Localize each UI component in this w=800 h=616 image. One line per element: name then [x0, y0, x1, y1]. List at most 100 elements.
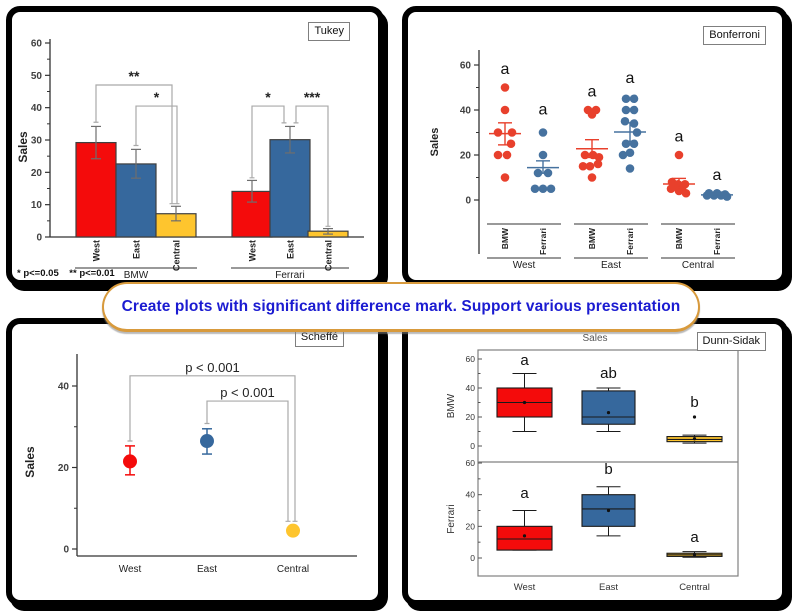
- dots-west-ferrari: a: [527, 102, 559, 194]
- svg-text:0: 0: [470, 553, 475, 563]
- dot-group-east: a BMW a Ferrari East: [574, 70, 648, 271]
- svg-text:BMW: BMW: [446, 393, 457, 418]
- svg-text:b: b: [604, 461, 612, 478]
- bar-ferrari-east: [269, 125, 311, 238]
- bonferroni-title-box: Bonferroni: [703, 26, 766, 45]
- bar-bmw-central: [155, 205, 197, 238]
- svg-text:Central: Central: [682, 260, 714, 271]
- bar-ferrari-west: [231, 179, 273, 238]
- svg-text:*: *: [154, 89, 160, 105]
- panel-dunn-sidak: Sales 0 20 40 60 BMW a ab b 0 20 40 60 Ferrari a b a Wes…: [402, 318, 788, 606]
- svg-text:a: a: [713, 167, 722, 184]
- svg-text:Central: Central: [277, 564, 309, 575]
- dots-central-ferrari: a: [701, 167, 733, 201]
- dots-west-bmw: a: [489, 61, 521, 182]
- significance-bracket: *: [249, 89, 287, 179]
- box-bmw-west: a: [496, 352, 553, 432]
- box-ferrari-central: a: [666, 529, 723, 558]
- mean-point-west: [123, 445, 137, 476]
- svg-text:a: a: [520, 485, 529, 502]
- panel-tukey: 0 10 20 30 40 50 60 Sales West East Central BMW West…: [6, 6, 384, 286]
- svg-text:BMW: BMW: [124, 270, 149, 280]
- svg-text:***: ***: [304, 89, 321, 105]
- scheffe-title-box: Scheffé: [294, 328, 344, 347]
- significance-bracket: p < 0.001: [127, 360, 298, 522]
- svg-text:Ferrari: Ferrari: [538, 228, 548, 255]
- svg-text:a: a: [501, 61, 510, 78]
- svg-text:East: East: [197, 564, 217, 575]
- dunn-sidak-suptitle: Sales: [582, 333, 608, 344]
- svg-text:p < 0.001: p < 0.001: [220, 385, 275, 400]
- svg-text:0: 0: [470, 441, 475, 451]
- svg-text:0: 0: [465, 196, 471, 207]
- svg-text:West: West: [248, 240, 258, 261]
- svg-text:50: 50: [31, 71, 43, 82]
- svg-text:60: 60: [466, 354, 476, 364]
- svg-text:East: East: [599, 582, 618, 593]
- svg-text:BMW: BMW: [587, 227, 597, 249]
- svg-text:a: a: [539, 102, 548, 119]
- svg-text:0: 0: [63, 545, 69, 556]
- svg-text:Sales: Sales: [23, 446, 37, 478]
- svg-text:East: East: [132, 240, 142, 259]
- bar-ferrari-central: [307, 227, 349, 238]
- svg-text:ab: ab: [600, 365, 617, 382]
- box-subpanel-bmw: 0 20 40 60 BMW a ab b: [446, 352, 723, 451]
- svg-text:20: 20: [31, 168, 43, 179]
- svg-text:20: 20: [58, 463, 70, 474]
- svg-text:p < 0.001: p < 0.001: [185, 360, 240, 375]
- box-bmw-east: ab: [581, 365, 636, 432]
- tukey-title-box: Tukey: [308, 22, 350, 41]
- significance-bracket: **: [93, 68, 175, 205]
- svg-text:Ferrari: Ferrari: [275, 270, 304, 280]
- svg-text:Ferrari: Ferrari: [625, 228, 635, 255]
- svg-text:40: 40: [58, 382, 70, 393]
- box-bmw-central: b: [666, 394, 723, 444]
- bar-bmw-east: [115, 148, 157, 238]
- svg-text:20: 20: [466, 412, 476, 422]
- svg-text:40: 40: [31, 103, 43, 114]
- svg-text:Ferrari: Ferrari: [712, 228, 722, 255]
- box-subpanel-ferrari: 0 20 40 60 Ferrari a b a: [446, 458, 723, 563]
- svg-text:Central: Central: [679, 582, 710, 593]
- svg-text:Central: Central: [324, 240, 334, 271]
- svg-text:20: 20: [460, 151, 472, 162]
- bar-group-bmw: West East Central BMW: [75, 125, 197, 280]
- svg-text:30: 30: [31, 136, 43, 147]
- scheffe-meanerr-chart: 0 20 40 Sales p < 0.001 p < 0.001 West East Cent…: [23, 354, 357, 575]
- dot-group-central: a BMW a Ferrari Central: [661, 129, 735, 271]
- significance-bracket: *: [133, 89, 180, 205]
- svg-text:East: East: [286, 240, 296, 259]
- box-ferrari-west: a: [496, 485, 553, 551]
- svg-text:Sales: Sales: [16, 131, 30, 163]
- svg-text:60: 60: [31, 39, 43, 50]
- panel-scheffe: 0 20 40 Sales p < 0.001 p < 0.001 West East Cent…: [6, 318, 384, 606]
- svg-text:Sales: Sales: [429, 128, 441, 157]
- svg-text:West: West: [92, 240, 102, 261]
- svg-text:b: b: [690, 394, 698, 411]
- y-axis: 0 20 40: [58, 354, 78, 556]
- dots-east-ferrari: a: [614, 70, 646, 173]
- svg-text:40: 40: [466, 383, 476, 393]
- svg-text:East: East: [601, 260, 621, 271]
- svg-text:10: 10: [31, 200, 43, 211]
- box-ferrari-east: b: [581, 461, 636, 537]
- significance-bracket: p < 0.001: [204, 385, 291, 522]
- svg-text:West: West: [514, 582, 536, 593]
- svg-text:60: 60: [466, 458, 476, 468]
- dots-east-bmw: a: [576, 84, 608, 182]
- svg-text:West: West: [119, 564, 142, 575]
- y-axis: 0 20 40 60: [460, 50, 480, 254]
- svg-text:a: a: [675, 129, 684, 146]
- svg-text:BMW: BMW: [674, 227, 684, 249]
- svg-text:a: a: [626, 70, 635, 87]
- mean-point-east: [200, 428, 214, 455]
- svg-text:40: 40: [466, 490, 476, 500]
- svg-text:a: a: [520, 352, 529, 369]
- svg-text:40: 40: [460, 106, 472, 117]
- bonferroni-dot-chart: 0204060SalesaBMWaFerrariWestaBMWaFerrari…: [429, 50, 735, 271]
- bar-group-ferrari: West East Central Ferrari: [231, 125, 349, 280]
- svg-text:BMW: BMW: [500, 227, 510, 249]
